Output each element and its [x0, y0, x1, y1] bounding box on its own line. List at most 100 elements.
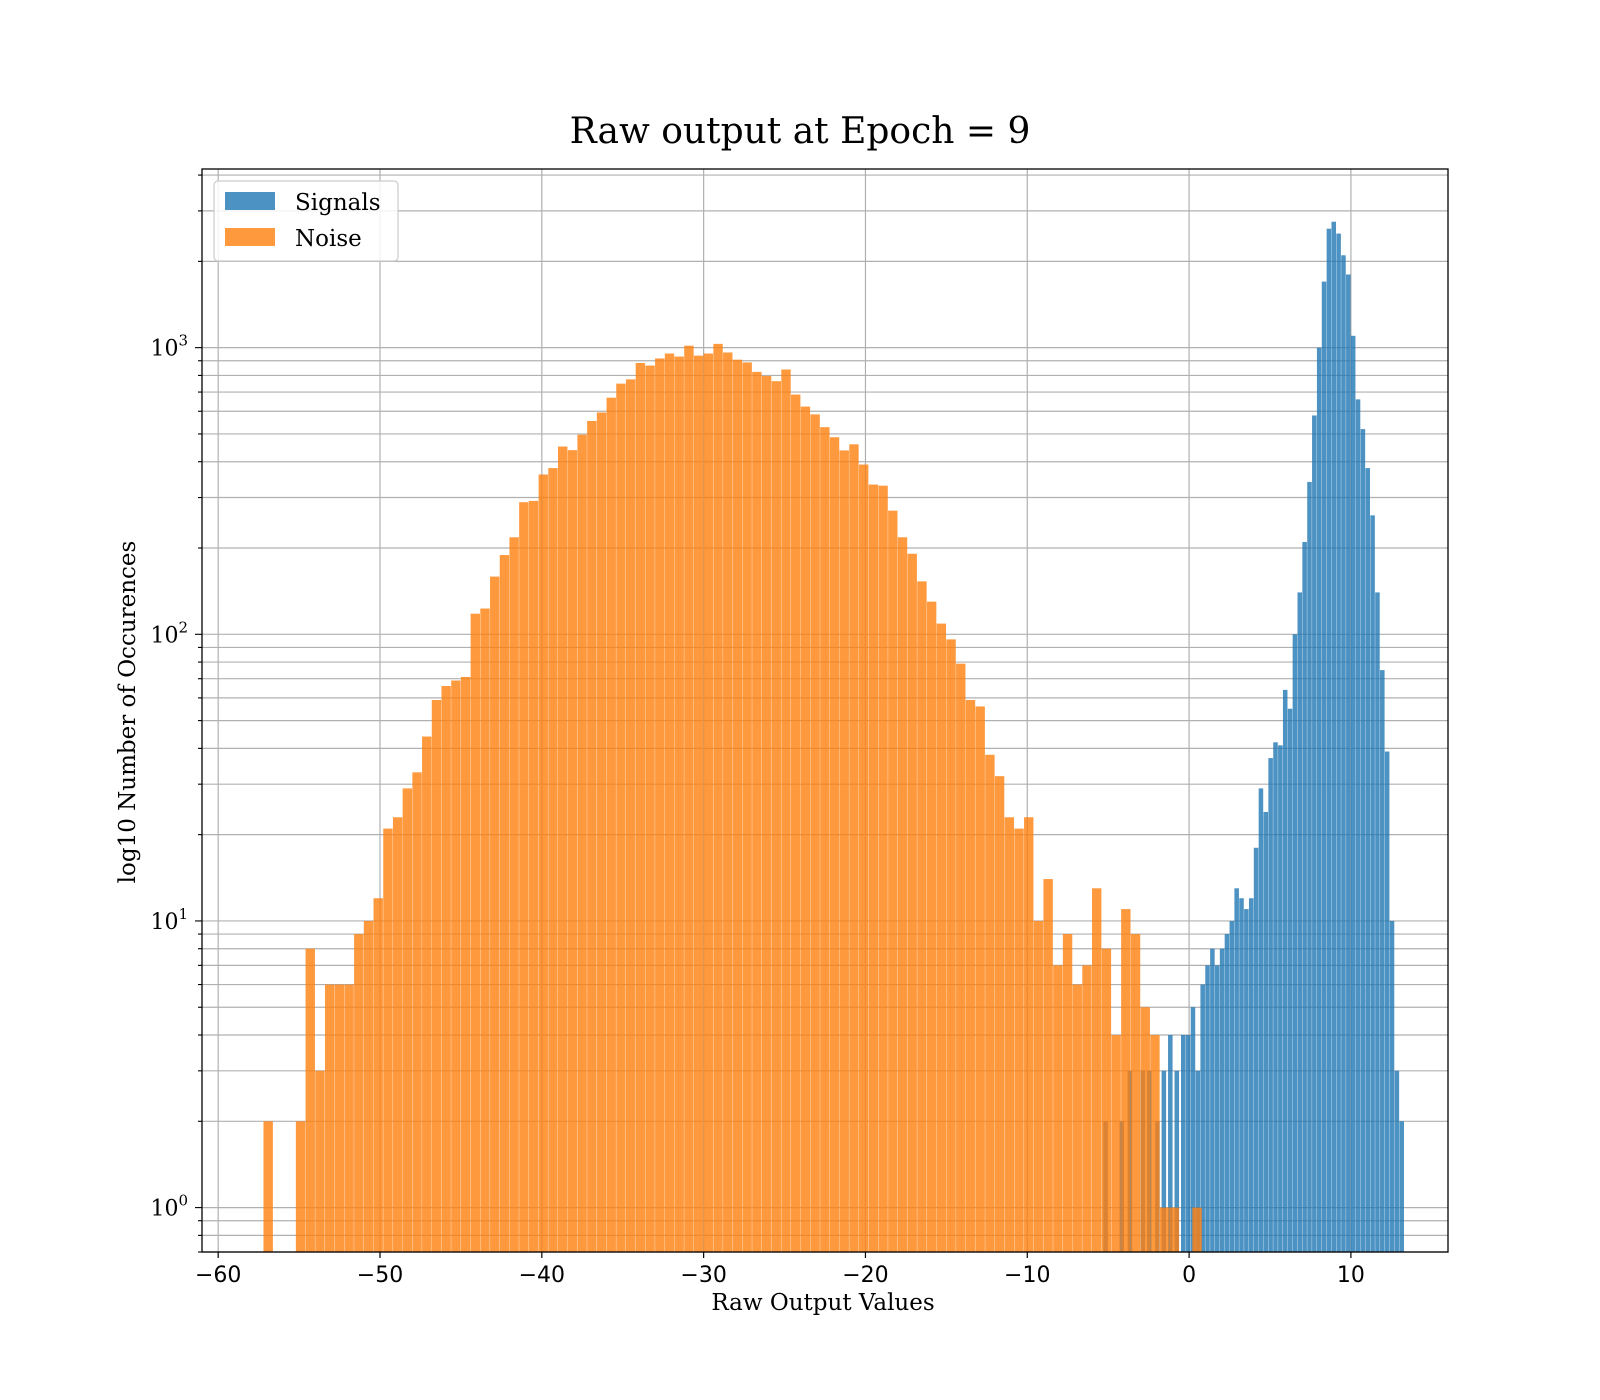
y-tick-label: 100 [150, 1192, 188, 1222]
bar-noise [1072, 984, 1082, 1252]
bar-signals [1316, 347, 1322, 1252]
bar-noise [752, 371, 762, 1252]
bar-signals [1389, 920, 1395, 1252]
bar-noise [616, 383, 626, 1252]
bar-noise [1014, 828, 1024, 1252]
bar-noise [888, 510, 898, 1252]
bar-noise [548, 468, 558, 1252]
bar-signals [1195, 1070, 1201, 1252]
bar-noise [800, 406, 811, 1252]
bar-noise [295, 1121, 306, 1252]
bar-signals [1399, 1121, 1404, 1252]
bar-noise [1062, 934, 1073, 1252]
bar-noise [354, 934, 364, 1252]
bar-noise [674, 356, 684, 1252]
bar-noise [907, 553, 917, 1252]
bar-signals [1365, 468, 1370, 1252]
series-signals [1103, 221, 1404, 1253]
bar-signals [1234, 888, 1239, 1252]
bar-noise [431, 699, 442, 1252]
bar-noise [664, 353, 675, 1252]
bar-noise [771, 381, 781, 1252]
bar-noise [596, 412, 607, 1252]
legend-label-noise: Noise [295, 226, 362, 252]
bar-noise [422, 736, 432, 1252]
bar-noise [625, 379, 636, 1252]
bar-signals [1282, 689, 1288, 1252]
legend-swatch-signals [225, 192, 275, 210]
bar-noise [1043, 879, 1053, 1252]
bar-noise [1192, 1207, 1202, 1252]
bar-signals [1161, 1070, 1167, 1252]
bar-noise [849, 444, 859, 1252]
bar-noise [693, 355, 704, 1252]
bar-signals [1375, 592, 1380, 1252]
x-axis-ticks: −60 −50 −40 −30 −20 −10 0 10 [195, 1252, 1365, 1288]
bar-noise [1121, 909, 1131, 1252]
bar-noise [985, 754, 995, 1252]
x-tick-label: −40 [519, 1263, 565, 1288]
bar-noise [1082, 965, 1092, 1252]
bar-noise [324, 984, 335, 1252]
bar-signals [1350, 335, 1356, 1252]
bar-noise [839, 450, 849, 1252]
bar-noise [1053, 965, 1063, 1252]
bar-noise [490, 576, 500, 1252]
bar-noise [470, 613, 481, 1252]
y-tick-label: 101 [150, 905, 188, 935]
bar-noise [655, 358, 665, 1252]
bar-signals [1205, 965, 1210, 1252]
bar-noise [1159, 1207, 1170, 1252]
bar-signals [1370, 515, 1375, 1252]
bar-noise [917, 581, 927, 1252]
bar-noise [956, 663, 966, 1252]
bar-noise [392, 817, 403, 1252]
x-tick-label: −20 [842, 1263, 888, 1288]
bar-noise [606, 397, 616, 1252]
bar-signals [1321, 281, 1327, 1253]
bar-noise [936, 623, 947, 1252]
bar-noise [897, 537, 908, 1252]
y-tick-label: 102 [150, 618, 188, 648]
bar-signals [1384, 751, 1390, 1252]
bar-noise [1024, 817, 1034, 1252]
x-axis-label: Raw Output Values [711, 1290, 934, 1316]
x-tick-label: −30 [680, 1263, 726, 1288]
bar-signals [1174, 1070, 1180, 1252]
bar-noise [810, 414, 820, 1252]
bar-signals [1380, 670, 1385, 1252]
bar-noise [305, 948, 315, 1252]
bar-signals [1200, 984, 1205, 1252]
bar-noise [441, 686, 451, 1252]
bar-noise [334, 984, 345, 1252]
legend-label-signals: Signals [295, 190, 381, 216]
bar-noise [587, 420, 597, 1252]
bar-noise [878, 485, 888, 1252]
bar-noise [761, 375, 772, 1252]
bar-signals [1360, 429, 1366, 1252]
bar-signals [1248, 898, 1254, 1252]
bar-signals [1302, 541, 1307, 1252]
bar-signals [1263, 811, 1269, 1252]
bar-noise [519, 502, 529, 1252]
bar-signals [1278, 745, 1283, 1252]
bar-noise [1150, 1035, 1160, 1252]
bar-noise [946, 639, 956, 1252]
bar-signals [1224, 934, 1230, 1252]
bar-noise [1033, 920, 1044, 1252]
bar-noise [538, 474, 548, 1252]
bar-noise [926, 601, 937, 1252]
bar-signals [1326, 228, 1332, 1252]
bar-noise [791, 394, 801, 1252]
bar-noise [1169, 1207, 1180, 1252]
bar-signals [1292, 634, 1298, 1252]
bar-noise [480, 608, 490, 1252]
series-noise [263, 343, 1202, 1253]
bar-noise [742, 362, 752, 1252]
bar-noise [402, 788, 413, 1252]
chart-title: Raw output at Epoch = 9 [570, 111, 1031, 152]
bar-noise [829, 437, 840, 1253]
bar-noise [868, 484, 879, 1252]
legend-swatch-noise [225, 228, 275, 246]
bar-noise [460, 676, 471, 1252]
